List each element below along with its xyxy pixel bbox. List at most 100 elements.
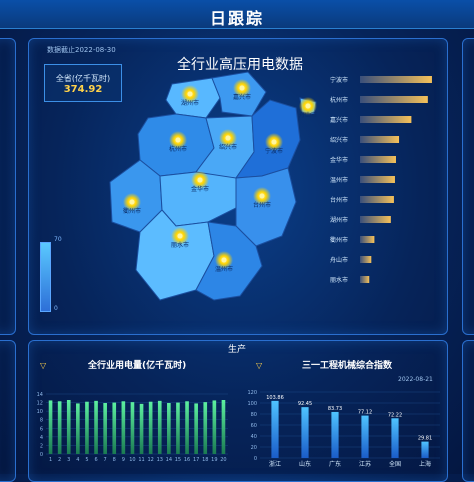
right-side-panel (462, 38, 474, 335)
chart2-marker-icon: ▽ (256, 361, 263, 370)
chart2-y-tick: 100 (247, 401, 257, 407)
chart2-bar (361, 415, 369, 458)
city-label: 丽水市 (171, 241, 189, 249)
rank-bar (360, 176, 395, 183)
chart2-category-label: 全国 (389, 460, 401, 468)
chart1-y-tick: 14 (37, 392, 43, 398)
chart1-bar (57, 401, 62, 454)
chart2-category-label: 江苏 (359, 460, 371, 468)
chart2-category-label: 上海 (419, 460, 431, 468)
rank-bar-label: 金华市 (330, 156, 348, 164)
chart1-bar (167, 403, 171, 454)
chart1-y-tick: 2 (40, 443, 43, 449)
chart1-x-tick: 19 (211, 457, 217, 463)
chart2-bar (301, 407, 309, 458)
rank-bar-label: 舟山市 (330, 256, 348, 264)
rank-bar-label: 绍兴市 (330, 136, 348, 144)
city-label: 舟山市 (299, 111, 317, 119)
chart2-y-tick: 20 (251, 445, 257, 451)
chart1-x-tick: 6 (94, 457, 97, 463)
city-marker[interactable] (305, 103, 311, 109)
chart1-bar (139, 403, 144, 454)
chart1-bar (48, 400, 53, 454)
chart1-bar (176, 402, 180, 454)
chart2-y-tick: 120 (247, 390, 257, 396)
chart1-marker-icon: ▽ (40, 361, 47, 370)
chart1-bar (66, 400, 71, 454)
chart2-value-label: 83.73 (328, 406, 342, 412)
city-label: 湖州市 (181, 99, 199, 107)
rank-bar (360, 116, 412, 123)
chart1-x-tick: 12 (147, 457, 153, 463)
chart1-bar (212, 400, 217, 454)
rank-bar-label: 宁波市 (330, 76, 348, 84)
chart2-category-label: 广东 (329, 460, 341, 468)
rank-bar-label: 嘉兴市 (330, 116, 348, 124)
city-marker[interactable] (259, 193, 265, 199)
chart1-bar (194, 403, 198, 454)
rank-bar (360, 136, 400, 143)
city-label: 金华市 (191, 185, 209, 193)
production-section-label: 生产 (227, 345, 246, 355)
chart1-bar (103, 403, 107, 454)
map-region-taizhou[interactable] (235, 167, 297, 247)
city-marker[interactable] (175, 137, 181, 143)
city-marker[interactable] (271, 139, 277, 145)
chart2-y-tick: 0 (254, 456, 257, 462)
chart1-x-tick: 17 (193, 457, 199, 463)
city-marker[interactable] (225, 135, 231, 141)
city-marker[interactable] (187, 91, 193, 97)
page-title: 日跟踪 (209, 9, 264, 28)
city-label: 衢州市 (123, 207, 141, 215)
data-date-note: 数据截止2022-08-30 (47, 46, 116, 54)
chart2-y-tick: 60 (251, 423, 257, 429)
chart2-y-tick: 80 (251, 412, 257, 418)
chart2-category-label: 山东 (299, 460, 311, 468)
chart2-value-label: 72.22 (388, 412, 402, 418)
chart1-x-tick: 3 (67, 457, 70, 463)
rank-bar (360, 96, 428, 103)
city-marker[interactable] (129, 199, 135, 205)
chart1-x-tick: 1 (49, 457, 52, 463)
city-marker[interactable] (197, 177, 203, 183)
city-marker[interactable] (221, 257, 227, 263)
chart2-bar (421, 441, 429, 458)
rank-bar (360, 196, 394, 203)
city-label: 温州市 (215, 265, 233, 273)
rank-bar-label: 杭州市 (330, 96, 348, 104)
chart1-bar (76, 403, 80, 454)
chart2-bar (331, 411, 339, 458)
chart1-x-tick: 13 (157, 457, 163, 463)
rank-bar (360, 276, 370, 283)
chart1-bar (94, 400, 98, 454)
chart1-y-tick: 0 (40, 452, 43, 458)
rank-bar (360, 256, 372, 263)
map-legend-gradient (40, 242, 51, 312)
chart1-x-tick: 5 (85, 457, 88, 463)
map-panel (28, 38, 448, 335)
city-marker[interactable] (177, 233, 183, 239)
chart1-bar (121, 401, 126, 454)
chart2-value-label: 103.86 (266, 395, 284, 401)
chart1-bar (203, 402, 208, 454)
rank-bar-label: 丽水市 (330, 276, 348, 284)
rank-bar-label: 湖州市 (330, 216, 348, 224)
chart1-x-tick: 7 (104, 457, 107, 463)
rank-bar-label: 衢州市 (330, 236, 348, 244)
chart1-x-tick: 11 (138, 457, 144, 463)
chart1-bar (221, 400, 226, 454)
header-bar: 日跟踪 (0, 0, 474, 29)
chart2-value-label: 92.45 (298, 401, 312, 407)
chart1-x-tick: 20 (220, 457, 226, 463)
chart1-y-tick: 6 (40, 426, 43, 432)
city-label: 嘉兴市 (233, 93, 251, 101)
city-marker[interactable] (239, 85, 245, 91)
city-label: 宁波市 (265, 147, 283, 155)
map-legend-min: 0 (54, 305, 58, 312)
chart1-y-tick: 8 (40, 418, 43, 424)
province-total-value: 374.92 (63, 84, 103, 95)
chart1-title: 全行业用电量(亿千瓦时) (88, 361, 187, 371)
